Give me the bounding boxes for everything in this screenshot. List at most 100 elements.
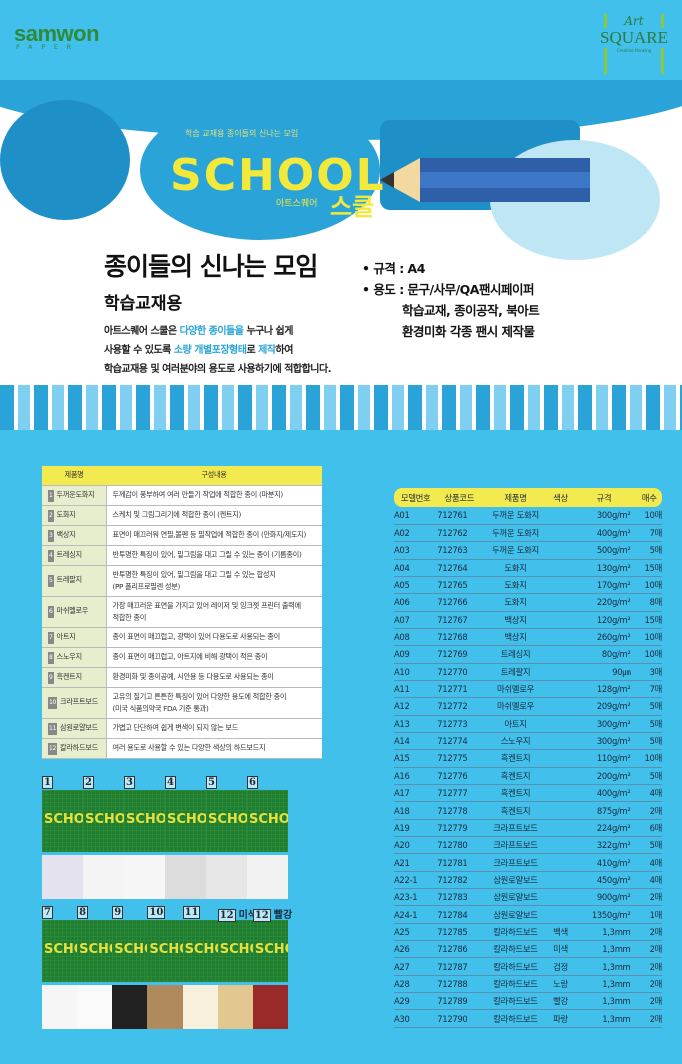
model-number-cell: A30 [394, 1009, 438, 1028]
product-name-cell: 백상지 [481, 628, 550, 647]
product-thumbnail[interactable]: SCHOOL 7 [42, 906, 78, 1030]
model-number-cell: A10 [394, 663, 438, 681]
product-thumbnail[interactable]: SCHOOL 3 [124, 776, 165, 900]
product-name-cell: 11 삼원로얄보드 [42, 718, 107, 739]
spec-cell: 90㎛ [571, 663, 637, 681]
product-thumbnail[interactable]: SCHOOL 6 [247, 776, 288, 900]
product-name-cell: 도화지 [481, 559, 550, 577]
paper-sample [42, 855, 83, 899]
paper-sample [247, 855, 288, 899]
product-name-cell: 2 도화지 [42, 505, 107, 526]
product-code-cell: 712762 [437, 524, 482, 543]
product-name-cell: 스노우지 [481, 732, 550, 751]
color-cell: 빨강 [549, 992, 572, 1011]
sheet-count-cell: 5매 [636, 836, 662, 855]
table-row: A08 712768 백상지 260g/m² 10매 [394, 628, 662, 647]
product-code-cell: 712765 [437, 576, 482, 595]
paper-sample [124, 855, 165, 899]
product-code-cell: 712776 [437, 767, 482, 786]
product-code-cell: 712774 [437, 732, 482, 751]
product-name-cell: 도화지 [481, 576, 550, 595]
product-code-cell: 712787 [437, 957, 482, 976]
paper-sample [83, 855, 124, 899]
color-cell [549, 801, 572, 820]
sheet-count-cell: 2매 [636, 992, 662, 1011]
product-thumbnail[interactable]: SCHOOL 8 [77, 906, 113, 1030]
sheet-count-cell: 5매 [636, 541, 662, 560]
description-cell: 두께감이 풍부하여 여러 만들기 작업에 적합한 종이 (마분지) [106, 485, 322, 506]
table-row: A09 712769 트레싱지 80g/m² 10매 [394, 645, 662, 664]
product-name: 스노우지 [56, 651, 83, 661]
column-header: 제품명 [504, 492, 527, 503]
table-row: A22-1 712782 삼원로얄보드 450g/m² 4매 [394, 871, 662, 890]
product-name-cell: 삼원로얄보드 [481, 888, 550, 907]
item-number: 5 [48, 575, 54, 587]
product-name-cell: 흑켄트지 [481, 784, 550, 803]
item-number: 5 [206, 776, 217, 789]
sheet-count-cell: 10매 [636, 749, 662, 768]
cover-logo: SCHOOL [79, 942, 112, 957]
spec-cell: 400g/m² [571, 784, 637, 803]
spec-cell: 1,3mm [571, 992, 637, 1011]
model-number-cell: A17 [394, 784, 438, 803]
product-code-cell: 712761 [437, 507, 482, 525]
model-number-cell: A02 [394, 524, 438, 543]
color-cell: 미색 [549, 940, 572, 959]
hero-banner [0, 80, 682, 430]
product-thumbnail[interactable]: SCHOOL 1 [42, 776, 83, 900]
thumbnail-label: 10 [147, 906, 168, 919]
description-text: 로 [246, 345, 259, 356]
sheet-count-cell: 4매 [636, 784, 662, 803]
model-number-cell: A15 [394, 749, 438, 768]
product-thumbnail[interactable]: SCHOOL 5 [206, 776, 247, 900]
package-cover: SCHOOL [182, 920, 218, 982]
sheet-count-cell: 10매 [636, 628, 662, 647]
item-number: 2 [83, 776, 94, 789]
table-row: A23-1 712783 삼원로얄보드 900g/m² 2매 [394, 888, 662, 907]
product-name-cell: 백상지 [481, 611, 550, 629]
spec-cell: 1,3mm [571, 923, 637, 942]
item-number: 2 [48, 509, 54, 522]
product-thumbnail[interactable]: SCHOOL 4 [165, 776, 206, 900]
product-name-cell: 칼라하드보드 [481, 923, 550, 942]
column-header: 구성내용 [106, 466, 322, 486]
paper-sample [112, 985, 148, 1029]
model-number-cell: A19 [394, 819, 438, 838]
product-thumbnail[interactable]: SCHOOL 2 [83, 776, 124, 900]
thumbnail-label: 4 [165, 776, 179, 789]
product-name-cell: 7 아트지 [42, 627, 107, 648]
product-description-table: 제품명 구성내용 1 두꺼운도화지 두께감이 풍부하여 여러 만들기 작업에 적합한… [42, 466, 322, 759]
spec-cell: 900g/m² [571, 888, 637, 907]
product-code-cell: 712785 [437, 923, 482, 942]
table-row: 2 도화지 스케치 및 그림그리기에 적합한 종이 (켄트지) [42, 505, 322, 526]
product-name-cell: 흑켄트지 [481, 767, 550, 786]
color-cell [549, 819, 572, 838]
product-code-cell: 712778 [437, 801, 482, 820]
product-thumbnail[interactable]: SCHOOL 11 [182, 906, 218, 1030]
column-header: 규격 [596, 492, 612, 503]
sheet-count-cell: 7매 [636, 524, 662, 543]
cover-logo: SCHOOL [149, 942, 182, 957]
table-row: A02 712762 두꺼운 도화지 400g/m² 7매 [394, 524, 662, 543]
model-number-cell: A20 [394, 836, 438, 855]
logo-subtext: PAPER [16, 44, 80, 51]
description-text: 아트스퀘어 스쿨은 [104, 326, 180, 337]
spec-cell: 1,3mm [571, 957, 637, 976]
product-name-cell: 12 칼라하드보드 [42, 738, 107, 759]
highlight-text: 제작 [258, 345, 276, 356]
spec-cell: 322g/m² [571, 836, 637, 855]
model-number-cell: A11 [394, 680, 438, 699]
product-name-cell: 마쉬멜로우 [481, 680, 550, 699]
color-cell [549, 784, 572, 803]
table-row: A16 712776 흑켄트지 200g/m² 5매 [394, 767, 662, 786]
item-number: 6 [247, 776, 258, 789]
product-thumbnail[interactable]: SCHOOL 10 [147, 906, 183, 1030]
color-cell [549, 715, 572, 733]
spec-cell: 400g/m² [571, 524, 637, 543]
product-code-cell: 712770 [437, 663, 482, 681]
product-thumbnail[interactable]: SCHOOL 9 [112, 906, 148, 1030]
package-cover: SCHOOL [112, 920, 148, 982]
model-number-cell: A21 [394, 853, 438, 872]
